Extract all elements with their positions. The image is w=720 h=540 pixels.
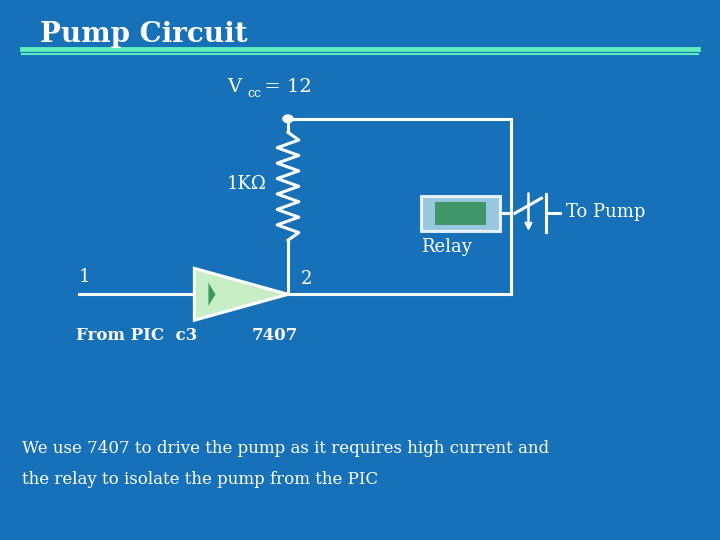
Circle shape xyxy=(283,115,293,123)
Text: 2: 2 xyxy=(301,270,312,288)
Text: cc: cc xyxy=(247,87,261,100)
Text: the relay to isolate the pump from the PIC: the relay to isolate the pump from the P… xyxy=(22,471,378,488)
Polygon shape xyxy=(209,282,215,306)
Text: 1KΩ: 1KΩ xyxy=(227,174,266,193)
Text: 7407: 7407 xyxy=(252,327,298,343)
Text: 1: 1 xyxy=(79,268,91,286)
FancyBboxPatch shape xyxy=(421,195,500,231)
Text: From PIC  c3: From PIC c3 xyxy=(76,327,197,343)
Polygon shape xyxy=(194,268,288,320)
Text: To Pump: To Pump xyxy=(566,202,645,221)
FancyBboxPatch shape xyxy=(436,202,486,225)
Text: = 12: = 12 xyxy=(258,78,312,96)
Text: V: V xyxy=(227,78,241,96)
Text: Pump Circuit: Pump Circuit xyxy=(40,21,247,48)
Text: Relay: Relay xyxy=(421,238,472,256)
Text: We use 7407 to drive the pump as it requires high current and: We use 7407 to drive the pump as it requ… xyxy=(22,440,549,457)
